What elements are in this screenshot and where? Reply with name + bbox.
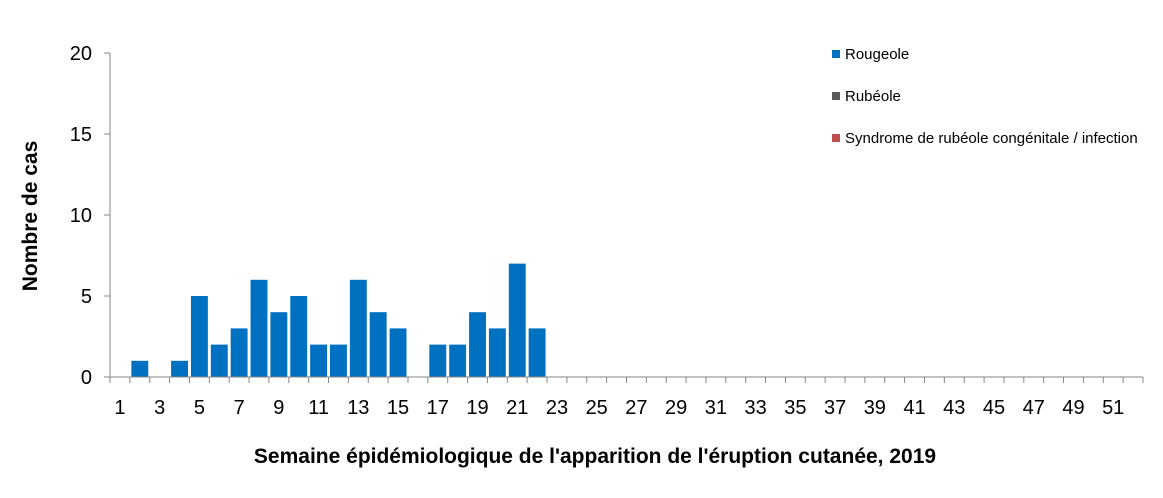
legend-swatch-0 [832, 50, 840, 58]
bar-week-17-series-0 [429, 344, 447, 377]
x-tick-label: 5 [194, 397, 205, 419]
x-tick-label: 41 [903, 397, 925, 419]
bar-week-9-series-0 [270, 312, 288, 377]
x-tick-label: 15 [387, 397, 409, 419]
x-tick-label: 37 [824, 397, 846, 419]
x-tick-label: 25 [586, 397, 608, 419]
x-tick-label: 31 [705, 397, 727, 419]
y-tick-label: 10 [70, 205, 92, 227]
bar-week-8-series-0 [250, 279, 268, 377]
bar-week-10-series-0 [290, 296, 308, 377]
bars-group [131, 263, 546, 377]
x-tick-label: 43 [943, 397, 965, 419]
x-tick-label: 49 [1062, 397, 1084, 419]
bar-week-13-series-0 [349, 279, 367, 377]
y-tick-label: 5 [81, 286, 92, 308]
x-tick-label: 11 [308, 397, 329, 419]
x-tick-label: 39 [864, 397, 886, 419]
y-axis-title: Nombre de cas [19, 141, 42, 292]
y-tick-label: 20 [70, 43, 92, 65]
x-tick-label: 27 [625, 397, 647, 419]
x-tick-label: 35 [784, 397, 806, 419]
legend-swatch-2 [832, 134, 840, 142]
x-axis-title: Semaine épidémiologique de l'apparition … [254, 445, 936, 468]
legend-label-0: Rougeole [845, 46, 909, 63]
bar-week-12-series-0 [330, 344, 347, 377]
x-tick-label: 9 [273, 397, 284, 419]
bar-week-22-series-0 [528, 328, 546, 377]
bar-week-18-series-0 [449, 344, 467, 377]
x-axis: 1 3 5 7 9 11 13 15 17 19 21 23 25 27 29 31 33 35 37 39 41 43 4… [109, 376, 1144, 419]
bar-week-2-series-0 [131, 360, 149, 377]
x-tick-label: 19 [466, 397, 488, 419]
legend: Rougeole Rubéole Syndrome de rubéole congé… [832, 46, 1138, 147]
x-tick-label: 7 [234, 397, 245, 419]
x-tick-label: 3 [154, 397, 165, 419]
y-tick-label: 0 [81, 367, 92, 389]
bar-week-21-series-0 [508, 263, 526, 377]
x-tick-label: 23 [546, 397, 568, 419]
x-tick-label: 13 [347, 397, 369, 419]
bar-week-15-series-0 [389, 328, 407, 377]
legend-label-2: Syndrome de rubéole congénitale / infect… [845, 130, 1138, 147]
bar-week-6-series-0 [210, 344, 228, 377]
bar-week-19-series-0 [469, 312, 486, 377]
bar-week-7-series-0 [230, 328, 248, 377]
x-tick-label: 45 [983, 397, 1005, 419]
y-tick-label: 15 [70, 124, 92, 146]
bar-week-5-series-0 [190, 296, 208, 377]
x-tick-label: 51 [1102, 397, 1124, 419]
bar-week-20-series-0 [488, 328, 506, 377]
x-tick-label: 21 [506, 397, 528, 419]
bar-week-4-series-0 [171, 360, 188, 377]
x-tick-label: 17 [427, 397, 449, 419]
legend-label-1: Rubéole [845, 88, 901, 105]
legend-swatch-1 [832, 92, 840, 100]
x-tick-label: 33 [745, 397, 767, 419]
x-tick-label: 1 [114, 397, 125, 419]
y-axis: 0 5 10 15 20 [70, 43, 111, 389]
bar-week-14-series-0 [369, 312, 387, 377]
x-tick-label: 29 [665, 397, 687, 419]
x-tick-label: 47 [1023, 397, 1045, 419]
bar-week-11-series-0 [310, 344, 328, 377]
